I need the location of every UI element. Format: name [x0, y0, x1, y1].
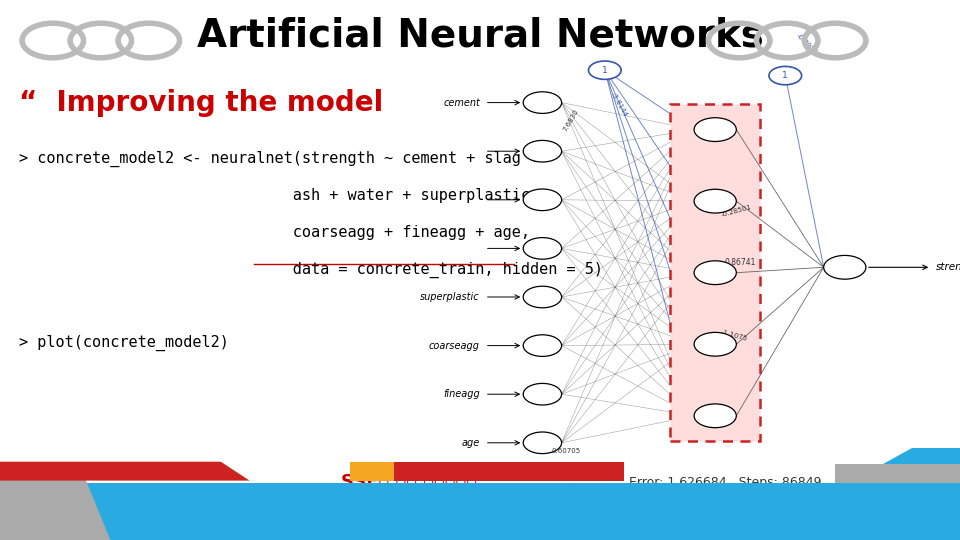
Circle shape	[694, 190, 736, 213]
Circle shape	[694, 261, 736, 285]
Text: “  Improving the model: “ Improving the model	[19, 89, 383, 117]
Circle shape	[523, 238, 562, 259]
Text: strength: strength	[936, 262, 960, 272]
Circle shape	[694, 404, 736, 428]
Text: 7.6830: 7.6830	[562, 108, 579, 132]
Polygon shape	[0, 483, 960, 540]
Text: > concrete_model2 <- neuralnet(strength ~ cement + slag +: > concrete_model2 <- neuralnet(strength …	[19, 151, 540, 167]
Text: > plot(concrete_model2): > plot(concrete_model2)	[19, 335, 229, 351]
Text: 1: 1	[782, 71, 788, 80]
Text: cement: cement	[444, 98, 480, 107]
Text: 0.86741: 0.86741	[725, 258, 756, 267]
Polygon shape	[350, 462, 398, 481]
Text: -1.1075: -1.1075	[720, 329, 748, 342]
Text: age: age	[462, 438, 480, 448]
Text: Error: 1.626684   Steps: 86849: Error: 1.626684 Steps: 86849	[629, 476, 822, 489]
Circle shape	[523, 189, 562, 211]
Circle shape	[588, 61, 621, 79]
Text: SSE가 많이 감소되었음: SSE가 많이 감소되었음	[341, 473, 477, 491]
Text: -0.79535: -0.79535	[795, 33, 822, 59]
Polygon shape	[883, 448, 960, 464]
Text: ash + water + superplastic +: ash + water + superplastic +	[19, 188, 548, 203]
Polygon shape	[394, 462, 624, 481]
Text: 1: 1	[602, 66, 608, 75]
Circle shape	[694, 118, 736, 141]
Circle shape	[769, 66, 802, 85]
Text: data = concrete_train, hidden = 5): data = concrete_train, hidden = 5)	[19, 261, 603, 278]
Text: Artificial Neural Networks: Artificial Neural Networks	[197, 16, 763, 54]
Circle shape	[523, 92, 562, 113]
Polygon shape	[0, 462, 250, 481]
Circle shape	[523, 335, 562, 356]
Text: coarseagg + fineagg + age,: coarseagg + fineagg + age,	[19, 225, 530, 240]
Text: -0.28501: -0.28501	[720, 204, 752, 218]
Circle shape	[694, 332, 736, 356]
Circle shape	[523, 286, 562, 308]
Circle shape	[523, 140, 562, 162]
Circle shape	[824, 255, 866, 279]
Text: fineagg: fineagg	[444, 389, 480, 399]
Circle shape	[523, 383, 562, 405]
Circle shape	[523, 432, 562, 454]
Text: superplastic: superplastic	[420, 292, 480, 302]
Polygon shape	[0, 470, 110, 540]
FancyBboxPatch shape	[670, 104, 760, 441]
Text: coarseagg: coarseagg	[429, 341, 480, 350]
Text: 0.60705: 0.60705	[552, 448, 581, 454]
Polygon shape	[835, 464, 960, 483]
Text: -3.8144: -3.8144	[610, 92, 628, 118]
